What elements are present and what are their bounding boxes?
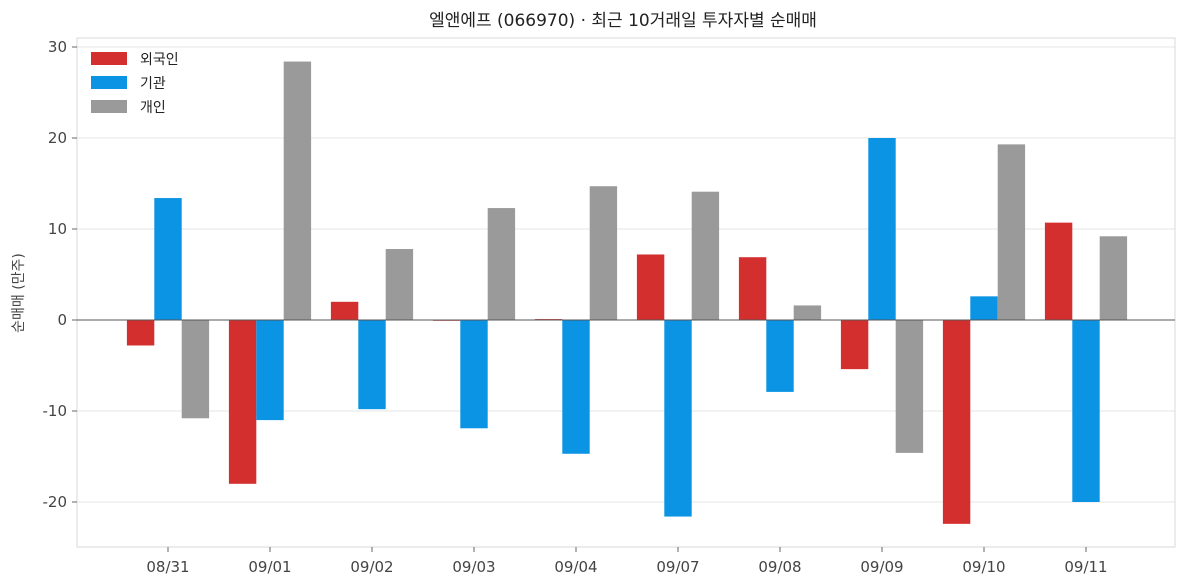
- x-tick-label: 09/09: [860, 558, 903, 576]
- bar-개인-09/08: [793, 305, 822, 320]
- x-tick-label: 09/03: [452, 558, 495, 576]
- bars: [126, 61, 1128, 524]
- plot-frame: [76, 37, 1176, 548]
- bar-기관-09/03: [460, 320, 488, 429]
- bar-개인-09/10: [997, 144, 1026, 320]
- x-tick-label: 09/10: [962, 558, 1005, 576]
- bar-개인-09/07: [691, 191, 720, 320]
- bar-외국인-09/11: [1044, 222, 1073, 320]
- bar-개인-09/01: [283, 61, 312, 321]
- bar-기관-09/10: [970, 296, 998, 320]
- y-axis: -20 -10 0 10 20 30: [43, 38, 77, 511]
- x-tick-label: 09/08: [758, 558, 801, 576]
- y-tick-label: -20: [43, 493, 68, 511]
- legend-swatch-외국인: [91, 52, 127, 65]
- x-tick-label: 09/07: [656, 558, 699, 576]
- chart-title: 엘앤에프 (066970) · 최근 10거래일 투자자별 순매매: [429, 11, 817, 31]
- bar-기관-09/01: [256, 320, 284, 421]
- bar-개인-09/02: [385, 249, 414, 320]
- bar-기관-09/04: [562, 320, 590, 454]
- y-tick-label: 30: [48, 38, 67, 56]
- bar-외국인-09/07: [636, 254, 665, 320]
- bar-개인-09/11: [1099, 236, 1128, 320]
- bar-개인-09/04: [589, 186, 618, 320]
- bar-기관-09/08: [766, 320, 794, 392]
- legend-label-개인: 개인: [140, 100, 166, 116]
- bar-외국인-09/10: [942, 320, 971, 524]
- x-axis: 08/31 09/01 09/02 09/03 09/04 09/07 09/08 09/09…: [146, 547, 1108, 576]
- y-tick-label: 0: [57, 311, 67, 329]
- legend-swatch-기관: [91, 76, 127, 89]
- y-tick-label: 20: [48, 129, 67, 147]
- bar-외국인-08/31: [126, 320, 155, 346]
- bar-개인-09/03: [487, 208, 516, 320]
- x-tick-label: 09/01: [248, 558, 291, 576]
- legend-swatch-개인: [91, 100, 127, 113]
- y-tick-label: -10: [43, 402, 68, 420]
- y-tick-label: 10: [48, 220, 67, 238]
- bar-기관-09/02: [358, 320, 386, 410]
- x-tick-label: 09/11: [1064, 558, 1107, 576]
- x-tick-label: 09/02: [350, 558, 393, 576]
- bar-기관-09/11: [1072, 320, 1100, 502]
- bar-기관-09/07: [664, 320, 692, 517]
- bar-개인-09/09: [895, 320, 924, 453]
- y-axis-label: 순매매 (만주): [11, 253, 27, 333]
- bar-개인-08/31: [181, 320, 210, 419]
- x-tick-label: 09/04: [554, 558, 597, 576]
- bar-외국인-09/02: [330, 301, 359, 320]
- x-tick-label: 08/31: [146, 558, 189, 576]
- legend-label-기관: 기관: [140, 76, 166, 92]
- bar-외국인-09/01: [228, 320, 257, 484]
- bar-외국인-09/09: [840, 320, 869, 370]
- bar-기관-09/09: [868, 138, 896, 320]
- bar-기관-08/31: [154, 198, 182, 320]
- bar-외국인-09/08: [738, 257, 767, 320]
- legend-label-외국인: 외국인: [140, 52, 179, 68]
